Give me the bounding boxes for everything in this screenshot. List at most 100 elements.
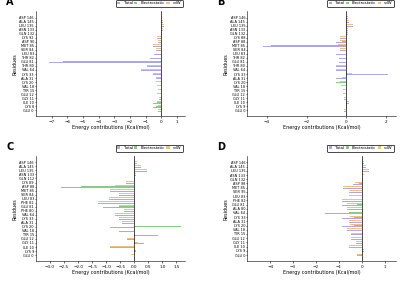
Bar bbox=[350, 216, 362, 217]
Bar bbox=[346, 16, 348, 17]
Bar bbox=[150, 58, 161, 59]
Bar bbox=[103, 207, 134, 208]
Bar bbox=[114, 215, 134, 216]
Bar bbox=[156, 78, 161, 79]
Bar bbox=[362, 165, 366, 166]
Bar bbox=[347, 228, 362, 229]
Y-axis label: Residues: Residues bbox=[12, 53, 17, 75]
Bar bbox=[352, 184, 362, 185]
Bar bbox=[346, 22, 349, 23]
Bar bbox=[134, 250, 136, 251]
Bar bbox=[124, 211, 134, 212]
Bar bbox=[336, 54, 346, 55]
Bar bbox=[336, 66, 346, 67]
Bar bbox=[340, 38, 346, 39]
Bar bbox=[156, 38, 161, 39]
Bar bbox=[134, 179, 135, 180]
Bar bbox=[156, 50, 161, 51]
Text: B: B bbox=[218, 0, 225, 7]
Bar bbox=[355, 182, 362, 183]
Bar bbox=[349, 220, 362, 221]
Bar bbox=[347, 230, 362, 231]
Bar bbox=[351, 237, 362, 238]
Bar bbox=[330, 83, 346, 84]
Bar bbox=[134, 177, 135, 178]
Bar bbox=[134, 175, 136, 176]
Bar bbox=[110, 247, 134, 248]
Bar bbox=[349, 212, 362, 214]
X-axis label: Energy contributions (Kcal/mol): Energy contributions (Kcal/mol) bbox=[72, 125, 149, 130]
Bar bbox=[119, 193, 134, 194]
Bar bbox=[340, 77, 346, 78]
Bar bbox=[351, 234, 362, 235]
Bar bbox=[342, 199, 362, 200]
Bar bbox=[347, 209, 362, 210]
Bar bbox=[351, 238, 362, 240]
Bar bbox=[158, 91, 161, 92]
Bar bbox=[346, 24, 353, 25]
Bar bbox=[357, 254, 362, 255]
Bar bbox=[346, 30, 348, 31]
Bar bbox=[356, 241, 362, 242]
Bar bbox=[158, 40, 161, 41]
Bar bbox=[362, 167, 366, 168]
Bar bbox=[110, 227, 134, 228]
Bar bbox=[159, 97, 161, 98]
Bar bbox=[119, 195, 134, 196]
Bar bbox=[134, 161, 137, 162]
Bar bbox=[119, 231, 134, 232]
Bar bbox=[119, 206, 134, 207]
Legend: Total, Electrostatic, vdW: Total, Electrostatic, vdW bbox=[116, 0, 183, 7]
Bar bbox=[110, 189, 134, 190]
Bar bbox=[357, 204, 362, 205]
Bar bbox=[98, 201, 134, 202]
Bar bbox=[340, 58, 346, 59]
Bar bbox=[362, 176, 364, 177]
Y-axis label: Residues: Residues bbox=[224, 198, 228, 220]
Bar bbox=[346, 103, 349, 104]
Bar bbox=[357, 255, 362, 256]
Bar bbox=[161, 34, 162, 35]
Bar bbox=[342, 205, 362, 206]
Bar bbox=[161, 22, 163, 23]
Bar bbox=[346, 28, 348, 29]
Bar bbox=[131, 254, 134, 255]
Bar bbox=[159, 99, 161, 100]
Bar bbox=[134, 165, 141, 166]
Text: A: A bbox=[6, 0, 14, 7]
Legend: Total, Electrostatic, vdW: Total, Electrostatic, vdW bbox=[327, 0, 394, 7]
Bar bbox=[342, 226, 362, 227]
Bar bbox=[161, 28, 163, 29]
Bar bbox=[157, 102, 161, 103]
Bar bbox=[134, 242, 138, 243]
Bar bbox=[346, 101, 349, 102]
Bar bbox=[362, 161, 364, 162]
Bar bbox=[161, 20, 163, 21]
Bar bbox=[63, 61, 161, 62]
Bar bbox=[349, 222, 362, 223]
Bar bbox=[156, 81, 161, 82]
Bar bbox=[344, 95, 346, 96]
Bar bbox=[340, 40, 346, 41]
Bar bbox=[110, 246, 134, 247]
Bar bbox=[161, 30, 163, 31]
Bar bbox=[346, 73, 382, 74]
Bar bbox=[346, 32, 348, 33]
Bar bbox=[161, 26, 164, 27]
Bar bbox=[263, 46, 346, 47]
Bar bbox=[147, 66, 161, 67]
X-axis label: Energy contributions (Kcal/mol): Energy contributions (Kcal/mol) bbox=[72, 270, 149, 275]
Bar bbox=[156, 36, 161, 37]
Bar bbox=[157, 87, 161, 88]
Bar bbox=[342, 87, 346, 88]
Bar bbox=[161, 18, 162, 19]
Bar bbox=[346, 105, 348, 106]
Bar bbox=[134, 243, 144, 244]
Bar bbox=[349, 192, 362, 193]
Bar bbox=[340, 50, 346, 51]
Bar bbox=[98, 203, 134, 204]
Bar bbox=[134, 167, 141, 168]
Bar bbox=[343, 188, 362, 189]
Bar bbox=[362, 249, 364, 250]
Bar bbox=[157, 101, 161, 102]
